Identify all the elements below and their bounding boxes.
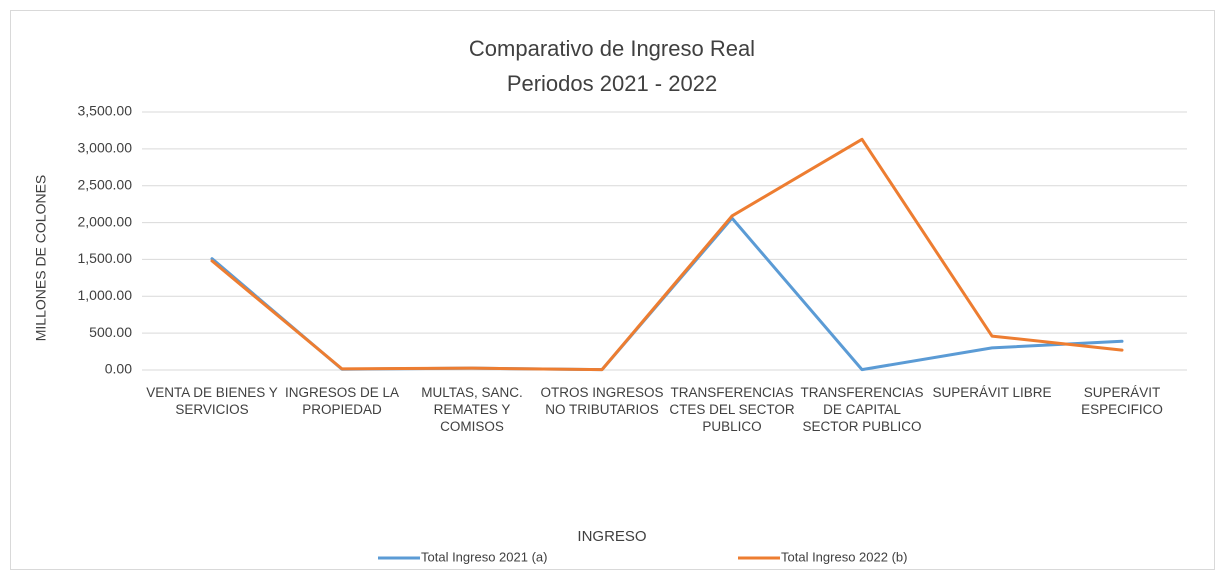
chart-subtitle: Periodos 2021 - 2022 (507, 71, 717, 96)
y-tick-label: 1,000.00 (78, 287, 133, 303)
y-axis-label: MILLONES DE COLONES (33, 175, 49, 342)
y-tick-label: 1,500.00 (78, 250, 133, 266)
y-tick-label: 3,000.00 (78, 140, 133, 156)
x-tick-label: TRANSFERENCIAS DE CAPITAL SECTOR PUBLICO (800, 385, 924, 434)
y-tick-label: 2,500.00 (78, 176, 133, 192)
chart-border (10, 10, 1215, 570)
legend-label: Total Ingreso 2021 (a) (421, 549, 547, 564)
y-tick-label: 0.00 (105, 361, 132, 377)
x-tick-label: OTROS INGRESOS NO TRIBUTARIOS (540, 385, 664, 417)
y-tick-label: 2,000.00 (78, 213, 133, 229)
chart-title: Comparativo de Ingreso Real (469, 36, 755, 61)
x-axis-label: INGRESO (577, 528, 646, 545)
x-tick-label: MULTAS, SANC. REMATES Y COMISOS (421, 385, 523, 434)
y-tick-label: 3,500.00 (78, 103, 133, 119)
legend-label: Total Ingreso 2022 (b) (781, 549, 907, 564)
x-tick-label: TRANSFERENCIAS CTES DEL SECTOR PUBLICO (669, 385, 795, 434)
x-tick-label: SUPERÁVIT LIBRE (932, 385, 1052, 400)
x-tick-label: INGRESOS DE LA PROPIEDAD (284, 385, 400, 417)
y-tick-label: 500.00 (89, 324, 132, 340)
x-tick-label: VENTA DE BIENES Y SERVICIOS (146, 385, 278, 417)
data-line (210, 137, 1124, 372)
x-tick-label: SUPERÁVIT ESPECIFICO (1081, 385, 1163, 417)
